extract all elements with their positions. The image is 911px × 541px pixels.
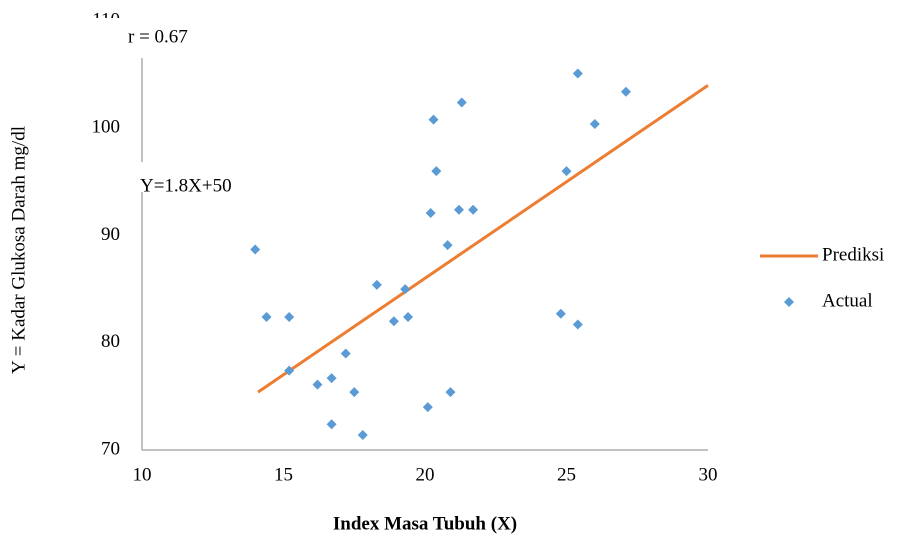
annotation-bg <box>134 162 274 192</box>
data-point <box>326 373 337 384</box>
annotation-bg <box>88 18 218 58</box>
x-tick-label: 25 <box>557 464 576 485</box>
y-axis-title: Y = Kadar Glukosa Darah mg/dl <box>8 126 29 374</box>
y-tick-label: 100 <box>92 117 121 138</box>
x-tick-label: 30 <box>699 464 718 485</box>
legend-marker <box>784 297 794 307</box>
y-tick-label: 70 <box>101 438 120 459</box>
x-tick-label: 15 <box>274 464 293 485</box>
data-point <box>453 204 464 215</box>
y-tick-label: 90 <box>101 224 120 245</box>
legend-label: Actual <box>822 290 873 311</box>
x-tick-label: 20 <box>416 464 435 485</box>
data-point <box>312 379 323 390</box>
data-point <box>425 207 436 218</box>
annotation: Y=1.8X+50 <box>140 175 232 196</box>
data-point <box>445 387 456 398</box>
data-point <box>422 402 433 413</box>
data-point <box>555 308 566 319</box>
data-point <box>620 86 631 97</box>
data-point <box>371 279 382 290</box>
data-point <box>442 240 453 251</box>
data-point <box>589 118 600 129</box>
data-point <box>561 166 572 177</box>
data-point <box>250 244 261 255</box>
data-point <box>357 429 368 440</box>
data-point <box>431 166 442 177</box>
data-point <box>468 204 479 215</box>
data-point <box>261 312 272 323</box>
x-tick-label: 10 <box>133 464 152 485</box>
data-point <box>340 348 351 359</box>
data-point <box>428 114 439 125</box>
trend-line <box>257 84 709 394</box>
y-tick-label: 80 <box>101 331 120 352</box>
data-point <box>456 97 467 108</box>
data-point <box>572 68 583 79</box>
data-point <box>572 319 583 330</box>
data-point <box>388 316 399 327</box>
data-point <box>284 365 295 376</box>
x-axis-title: Index Masa Tubuh (X) <box>333 513 517 534</box>
data-point <box>403 312 414 323</box>
data-point <box>326 419 337 430</box>
data-point <box>284 312 295 323</box>
annotation: r = 0.67 <box>128 26 188 47</box>
data-point <box>400 284 411 295</box>
legend-label: Prediksi <box>822 244 884 265</box>
data-point <box>349 387 360 398</box>
